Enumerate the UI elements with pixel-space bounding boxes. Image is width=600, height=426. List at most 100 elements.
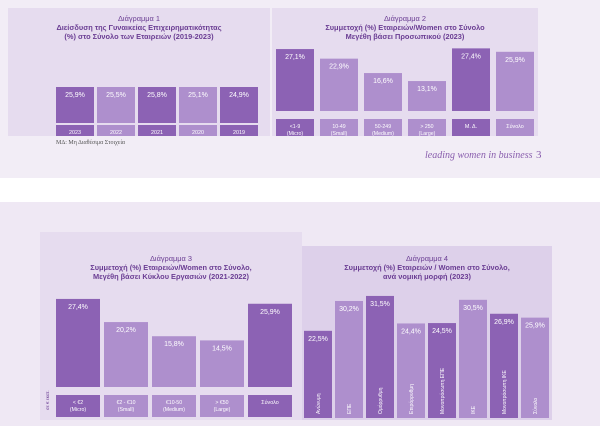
chart-4-data-label: 22,5%: [308, 336, 328, 343]
chart-4-category-label: Μονοπρόσωπη ΙΚΕ: [501, 370, 508, 414]
chart-4-bar: [490, 313, 518, 418]
chart-1-title-line1: Διάγραμμα 1: [118, 14, 160, 23]
chart-4-panel: Διάγραμμα 4 Συμμετοχή (%) Εταιρειών / Wo…: [302, 246, 552, 420]
chart-3-title-line1: Διάγραμμα 3: [150, 254, 192, 263]
chart-4-data-label: 24,4%: [401, 328, 421, 335]
chart-1-title-line3: (%) στο Σύνολο των Εταιρειών (2019-2023): [64, 32, 214, 41]
chart-1-data-label: 25,1%: [188, 92, 208, 99]
chart-2-category-box: [320, 119, 358, 136]
chart-3-title: Διάγραμμα 3 Συμμετοχή (%) Εταιρειών/Wome…: [40, 254, 302, 281]
chart-2-bar: [364, 73, 402, 111]
chart-4-category-label: ΕΠΕ: [347, 403, 353, 414]
chart-4-title: Διάγραμμα 4 Συμμετοχή (%) Εταιρειών / Wo…: [302, 254, 552, 281]
chart-2-bar: [496, 51, 534, 111]
chart-2-title-line3: Μεγέθη βάσει Προσωπικού (2023): [345, 32, 465, 41]
chart-2-title-line2: Συμμετοχή (%) Εταιρειών/Women στο Σύνολο: [325, 23, 485, 32]
chart-3-data-label: 27,4%: [68, 304, 88, 311]
chart-3-data-label: 14,5%: [212, 345, 232, 352]
chart-2-category-label: > 250: [420, 124, 433, 130]
chart-1-category-box: [56, 125, 94, 136]
chart-1-category-label: 2020: [192, 130, 204, 136]
chart-1-data-label: 25,9%: [65, 92, 85, 99]
chart-1-data-label: 24,9%: [229, 92, 249, 99]
tagline: leading women in business: [425, 150, 533, 161]
chart-4-bar: [335, 300, 363, 418]
chart-4-data-label: 30,5%: [463, 305, 483, 312]
chart-1-category-label: 2019: [233, 130, 245, 136]
chart-4-svg: 22,5% Ανώνυμη 30,2% ΕΠΕ 31,5% Ομόρρυθμη 24,4% Ε…: [304, 295, 549, 418]
chart-3-category-label-sub: (Medium): [163, 407, 185, 413]
chart-2-data-label: 22,9%: [329, 64, 349, 71]
chart-2-category-label-sub: (Small): [331, 131, 348, 136]
chart-1-bar: [56, 87, 94, 123]
chart-3-svg: 27,4% < €2(Micro) 20,2% €2 - €10(Small) 15,8…: [45, 298, 292, 417]
chart-2-category-label-sub: (Micro): [287, 131, 303, 136]
chart-4-data-label: 25,9%: [525, 323, 545, 330]
chart-2-data-label: 25,9%: [505, 57, 525, 64]
chart-2-data-label: 13,1%: [417, 86, 437, 93]
chart-2-category-label-sub: (Medium): [372, 131, 394, 136]
chart-2-svg: 27,1% <1-9(Micro) 22,9% 10-49(Small) 16,6% 50…: [276, 48, 534, 136]
chart-4-bar: [459, 299, 487, 418]
chart-1-svg: 25,9% 2023 25,5% 2022 25,8% 2021 25,1% 2020 24,9…: [56, 87, 258, 136]
chart-3-category-box: [104, 395, 148, 417]
chart-4-category-label: Σύνολο: [532, 398, 539, 414]
chart-4-category-label: Ετερόρρυθμη: [408, 384, 415, 414]
chart-4-bar: [428, 323, 456, 418]
chart-3-bar: [200, 340, 244, 387]
chart-3-category-label-sub: (Large): [214, 407, 231, 413]
divider-strip: [0, 178, 600, 202]
chart-1-category-box: [97, 125, 135, 136]
chart-4-category-label: Μονοπρόσωπη ΕΠΕ: [439, 367, 446, 414]
chart-4-title-line3: ανά νομική μορφή (2023): [383, 272, 471, 281]
chart-4-category-label: Ανώνυμη: [315, 393, 322, 414]
chart-4-category-label: ΙΚΕ: [471, 405, 477, 414]
chart-1-category-box: [179, 125, 217, 136]
chart-3-category-box: [248, 395, 292, 417]
chart-1-category-label: 2021: [151, 130, 163, 136]
chart-1-category-box: [220, 125, 258, 136]
chart-2-bar: [276, 49, 314, 111]
chart-1-category-label: 2022: [110, 130, 122, 136]
chart-3-category-label-sub: (Micro): [70, 407, 86, 413]
chart-4-data-label: 30,2%: [339, 306, 359, 313]
chart-3-category-label: Σύνολο: [261, 400, 278, 406]
chart-3-title-line3: Μεγέθη βάσει Κύκλου Εργασιών (2021-2022): [93, 272, 249, 281]
chart-3-bar: [104, 322, 148, 387]
page-number: 3: [536, 149, 542, 161]
chart-2-category-label-sub: (Large): [419, 131, 436, 136]
chart-1-data-label: 25,5%: [106, 92, 126, 99]
chart-4-bar: [304, 330, 332, 418]
chart-3-category-box: [200, 395, 244, 417]
chart-4-title-line1: Διάγραμμα 4: [406, 254, 448, 263]
chart-2-category-label: Σύνολο: [506, 124, 523, 130]
chart-3-data-label: 20,2%: [116, 327, 136, 334]
chart-1-data-label: 25,8%: [147, 92, 167, 99]
chart-2-category-label: <1-9: [290, 124, 301, 130]
chart-1-category-label: 2023: [69, 130, 81, 136]
chart-3-bar: [248, 303, 292, 387]
chart-2-data-label: 16,6%: [373, 78, 393, 85]
chart-2-bar: [320, 58, 358, 111]
chart-3-bar: [56, 298, 100, 387]
chart-3-category-box: [152, 395, 196, 417]
chart-1-bar: [220, 87, 258, 123]
chart-4-bar: [521, 317, 549, 418]
chart-2-category-label: Μ. Δ.: [465, 124, 477, 130]
chart-3-category-label: €2 - €10: [116, 400, 135, 406]
chart-4-bar: [366, 295, 394, 418]
chart-4-category-label: Ομόρρυθμη: [377, 387, 384, 414]
chart-2-data-label: 27,1%: [285, 54, 305, 61]
chart-2-data-label: 27,4%: [461, 53, 481, 60]
footnote: ΜΔ: Μη Διαθέσιμα Στοιχεία: [56, 140, 126, 146]
chart-2-bar: [452, 48, 490, 111]
chart-1-title: Διάγραμμα 1 Διείσδυση της Γυναικείας Επι…: [8, 14, 270, 41]
chart-4-data-label: 26,9%: [494, 319, 514, 326]
chart-4-data-label: 24,5%: [432, 328, 452, 335]
chart-1-bar: [179, 87, 217, 123]
chart-2-panel: Διάγραμμα 2 Συμμετοχή (%) Εταιρειών/Wome…: [272, 8, 538, 136]
chart-2-category-box: [276, 119, 314, 136]
chart-2-category-box: [364, 119, 402, 136]
chart-3-category-label-sub: (Small): [118, 407, 135, 413]
chart-2-title: Διάγραμμα 2 Συμμετοχή (%) Εταιρειών/Wome…: [272, 14, 538, 41]
